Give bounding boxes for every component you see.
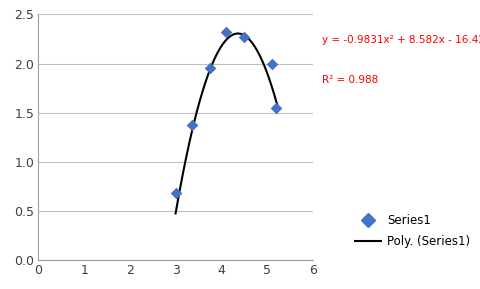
Point xyxy=(205,66,213,71)
Legend: Series1, Poly. (Series1): Series1, Poly. (Series1) xyxy=(355,214,469,249)
Point xyxy=(267,61,275,66)
Point xyxy=(240,35,247,39)
Text: y = -0.9831x² + 8.582x - 16.423: y = -0.9831x² + 8.582x - 16.423 xyxy=(322,35,480,45)
Point xyxy=(272,105,279,110)
Point xyxy=(221,30,229,34)
Text: R² = 0.988: R² = 0.988 xyxy=(322,75,378,85)
Point xyxy=(187,123,195,128)
Point xyxy=(171,191,179,196)
